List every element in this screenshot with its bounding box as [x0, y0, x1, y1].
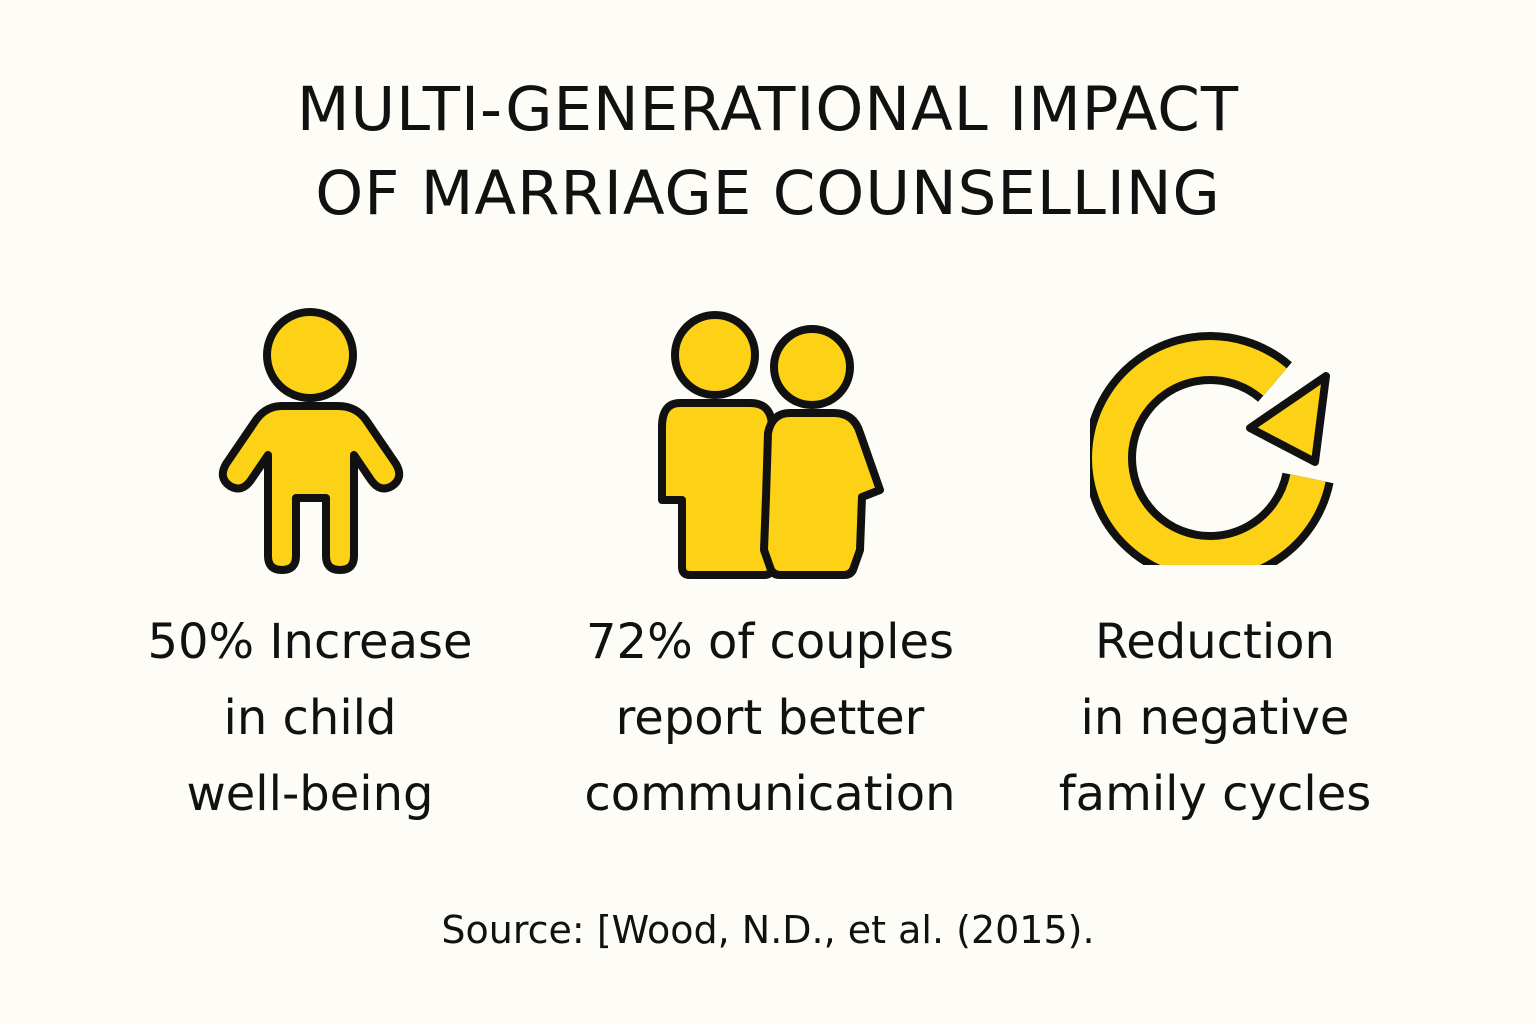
stat-line: well-being: [186, 766, 434, 822]
stat-line: 50% Increase: [147, 614, 473, 670]
stat-line: in negative: [1080, 690, 1350, 746]
source-citation: Source: [Wood, N.D., et al. (2015).: [441, 908, 1095, 952]
stat-line: 72% of couples: [586, 614, 954, 670]
title-line-1: MULTI-GENERATIONAL IMPACT: [296, 74, 1240, 145]
page-title: MULTI-GENERATIONAL IMPACT OF MARRIAGE CO…: [0, 68, 1536, 236]
child-icon: [210, 300, 410, 585]
cycle-arrow-icon: [1090, 330, 1340, 565]
stat-line: communication: [584, 766, 956, 822]
stat-line: in child: [223, 690, 397, 746]
stat-child-wellbeing: 50% Increase in child well-being: [60, 604, 560, 832]
stat-negative-cycles: Reduction in negative family cycles: [965, 604, 1465, 832]
stat-line: report better: [615, 690, 925, 746]
couple-icon: [640, 305, 900, 585]
stat-line: family cycles: [1058, 766, 1372, 822]
title-line-2: OF MARRIAGE COUNSELLING: [315, 158, 1221, 229]
stat-line: Reduction: [1095, 614, 1335, 670]
stat-couples-communication: 72% of couples report better communicati…: [520, 604, 1020, 832]
